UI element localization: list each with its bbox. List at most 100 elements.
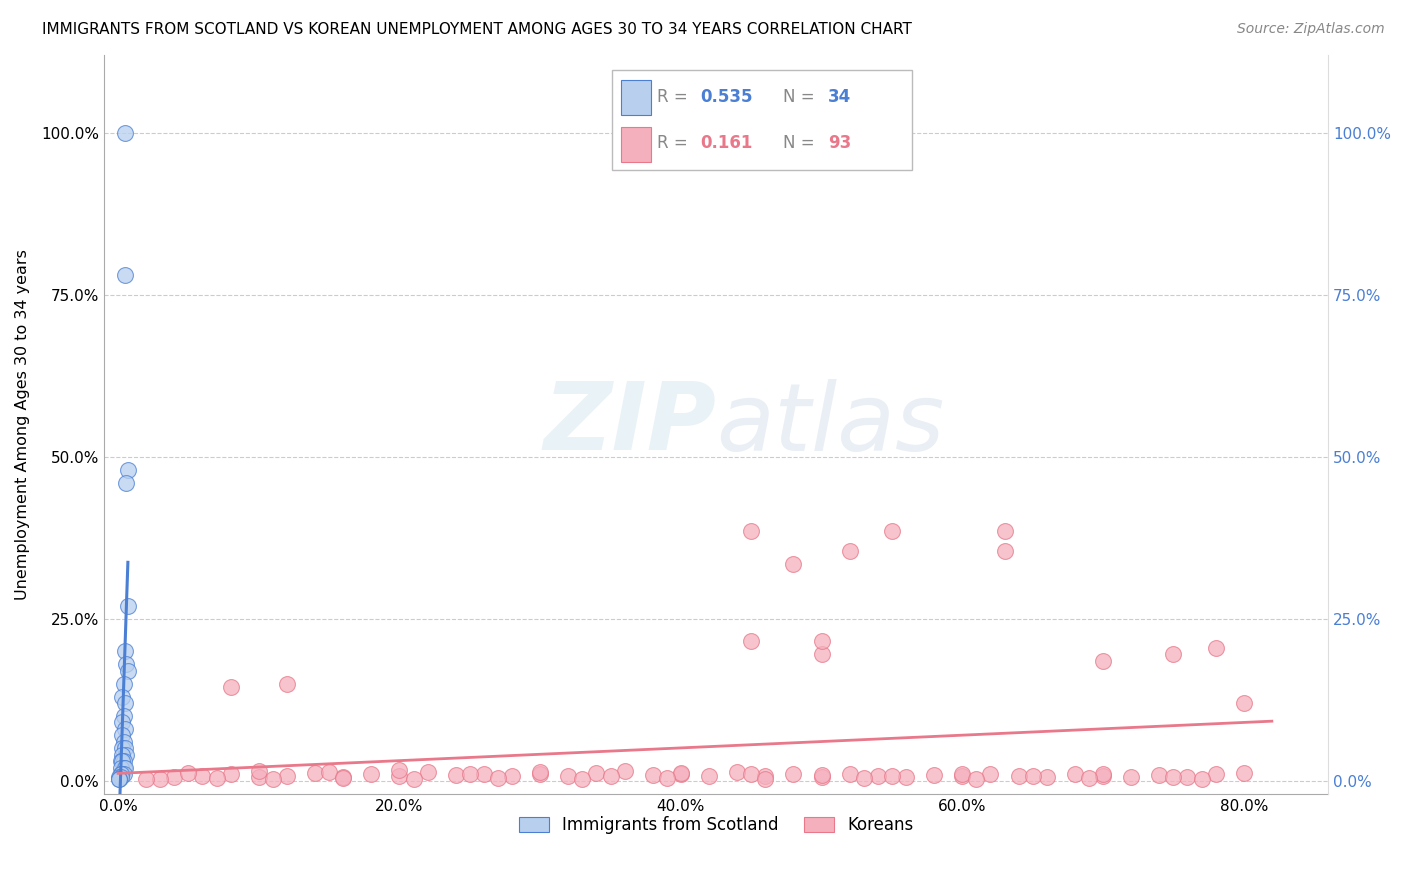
Point bbox=[838, 543, 860, 558]
Point bbox=[115, 657, 138, 672]
Point bbox=[880, 524, 903, 539]
Point bbox=[810, 768, 832, 782]
Point bbox=[1177, 770, 1199, 784]
Point bbox=[838, 766, 860, 780]
Point bbox=[1233, 766, 1256, 780]
Point bbox=[993, 524, 1015, 539]
Point bbox=[1205, 640, 1227, 655]
Point bbox=[669, 766, 692, 780]
Point bbox=[219, 767, 242, 781]
Point bbox=[965, 772, 987, 786]
Point bbox=[112, 735, 135, 749]
Point bbox=[112, 676, 135, 690]
Point bbox=[111, 690, 134, 704]
Point bbox=[993, 543, 1015, 558]
Point bbox=[112, 754, 135, 768]
Point bbox=[585, 766, 607, 780]
Text: ZIP: ZIP bbox=[543, 378, 716, 470]
Point bbox=[810, 770, 832, 784]
Point bbox=[112, 761, 135, 775]
Point bbox=[111, 715, 134, 730]
Point bbox=[754, 769, 776, 783]
Point bbox=[110, 767, 132, 781]
Point bbox=[697, 768, 720, 782]
Point bbox=[1035, 770, 1057, 784]
Point bbox=[117, 463, 139, 477]
Point bbox=[110, 771, 132, 785]
Point bbox=[1149, 768, 1171, 782]
Point bbox=[318, 765, 340, 780]
Point bbox=[1063, 766, 1085, 780]
Point bbox=[782, 767, 804, 781]
Point bbox=[950, 766, 973, 780]
Point bbox=[529, 764, 551, 779]
Point bbox=[114, 761, 136, 775]
Point bbox=[149, 772, 172, 786]
Point bbox=[754, 772, 776, 786]
Point bbox=[950, 769, 973, 783]
Point bbox=[1163, 770, 1185, 784]
Point bbox=[276, 676, 298, 690]
Point bbox=[388, 769, 411, 783]
Point bbox=[115, 747, 138, 762]
Y-axis label: Unemployment Among Ages 30 to 34 years: Unemployment Among Ages 30 to 34 years bbox=[15, 249, 30, 599]
Point bbox=[163, 771, 186, 785]
Point bbox=[486, 771, 509, 785]
Point bbox=[571, 772, 593, 786]
Point bbox=[1091, 769, 1114, 783]
Point bbox=[669, 766, 692, 780]
Point bbox=[247, 771, 270, 785]
Point bbox=[114, 268, 136, 283]
Point bbox=[111, 728, 134, 742]
Legend: Immigrants from Scotland, Koreans: Immigrants from Scotland, Koreans bbox=[512, 809, 920, 841]
Point bbox=[1233, 696, 1256, 710]
Point bbox=[117, 664, 139, 678]
Point bbox=[114, 644, 136, 658]
Point bbox=[114, 722, 136, 736]
Point bbox=[112, 709, 135, 723]
Point bbox=[1091, 654, 1114, 668]
Point bbox=[979, 767, 1001, 781]
Point bbox=[117, 599, 139, 613]
Point bbox=[112, 767, 135, 781]
Point bbox=[304, 766, 326, 780]
Point bbox=[894, 771, 917, 785]
Point bbox=[111, 767, 134, 781]
Point bbox=[599, 768, 621, 782]
Point bbox=[1021, 768, 1043, 782]
Point bbox=[613, 764, 636, 778]
Point bbox=[1163, 648, 1185, 662]
Point bbox=[1121, 771, 1143, 785]
Point bbox=[135, 772, 157, 786]
Point bbox=[655, 771, 678, 785]
Point bbox=[111, 741, 134, 756]
Text: atlas: atlas bbox=[716, 379, 945, 470]
Text: IMMIGRANTS FROM SCOTLAND VS KOREAN UNEMPLOYMENT AMONG AGES 30 TO 34 YEARS CORREL: IMMIGRANTS FROM SCOTLAND VS KOREAN UNEMP… bbox=[42, 22, 912, 37]
Point bbox=[810, 634, 832, 648]
Point bbox=[444, 768, 467, 782]
Point bbox=[110, 767, 132, 781]
Point bbox=[472, 766, 495, 780]
Point bbox=[1205, 767, 1227, 781]
Point bbox=[332, 771, 354, 785]
Point bbox=[740, 634, 762, 648]
Point bbox=[529, 767, 551, 781]
Point bbox=[191, 768, 214, 782]
Point bbox=[416, 765, 439, 780]
Point bbox=[866, 768, 889, 782]
Point bbox=[205, 771, 228, 785]
Point bbox=[219, 680, 242, 694]
Point bbox=[110, 754, 132, 768]
Point bbox=[880, 769, 903, 783]
Point bbox=[725, 765, 748, 780]
Point bbox=[458, 767, 481, 781]
Point bbox=[114, 126, 136, 140]
Point bbox=[115, 475, 138, 490]
Point bbox=[922, 768, 945, 782]
Point bbox=[108, 772, 131, 786]
Point bbox=[110, 761, 132, 775]
Point bbox=[641, 768, 664, 782]
Point bbox=[782, 557, 804, 571]
Point bbox=[111, 747, 134, 762]
Point bbox=[388, 764, 411, 778]
